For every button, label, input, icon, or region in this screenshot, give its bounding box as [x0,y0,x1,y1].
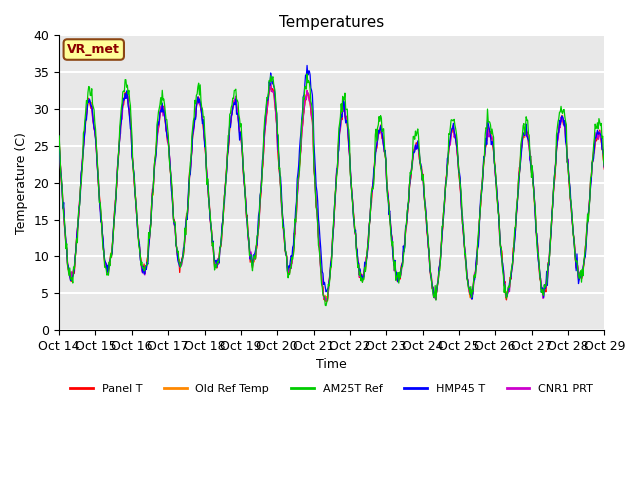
CNR1 PRT [600,164,608,170]
Old Ref Temp [205,202,213,208]
Panel T [600,166,608,172]
CNR1 PRT [322,298,330,303]
HMP45 T [399,260,406,265]
CNR1 PRT [205,203,213,209]
CNR1 PRT [65,271,73,276]
Panel T [322,299,330,304]
Y-axis label: Temperature (C): Temperature (C) [15,132,28,234]
Panel T [415,156,423,162]
Old Ref Temp [399,250,407,255]
Line: AM25T Ref: AM25T Ref [59,74,604,306]
Line: CNR1 PRT: CNR1 PRT [59,85,604,300]
Line: Panel T: Panel T [59,84,604,301]
HMP45 T [121,91,129,96]
AM25T Ref [322,303,330,309]
CNR1 PRT [121,93,129,98]
CNR1 PRT [55,143,63,149]
Title: Temperatures: Temperatures [279,15,385,30]
Panel T [65,268,73,274]
AM25T Ref [55,133,63,139]
Old Ref Temp [267,83,275,88]
Line: HMP45 T: HMP45 T [59,65,604,299]
CNR1 PRT [415,151,423,157]
Line: Old Ref Temp: Old Ref Temp [59,85,604,301]
Old Ref Temp [600,164,608,170]
Panel T [267,81,275,86]
Text: VR_met: VR_met [67,43,120,56]
CNR1 PRT [267,82,275,88]
Panel T [205,199,213,205]
HMP45 T [415,146,422,152]
Old Ref Temp [121,89,129,95]
AM25T Ref [121,77,129,83]
X-axis label: Time: Time [316,359,347,372]
AM25T Ref [177,264,184,270]
AM25T Ref [399,254,407,260]
CNR1 PRT [177,261,184,267]
Legend: Panel T, Old Ref Temp, AM25T Ref, HMP45 T, CNR1 PRT: Panel T, Old Ref Temp, AM25T Ref, HMP45 … [66,379,597,398]
Old Ref Temp [55,138,63,144]
Panel T [121,90,129,96]
HMP45 T [600,164,608,170]
Panel T [399,250,407,255]
Panel T [55,136,63,142]
HMP45 T [177,263,184,269]
Panel T [177,259,184,265]
Old Ref Temp [177,261,184,267]
HMP45 T [205,202,213,207]
HMP45 T [65,267,73,273]
AM25T Ref [303,71,311,77]
HMP45 T [303,62,311,68]
Old Ref Temp [322,298,330,304]
Old Ref Temp [415,152,423,158]
HMP45 T [468,296,476,302]
CNR1 PRT [399,251,407,257]
Old Ref Temp [65,271,73,277]
AM25T Ref [415,147,423,153]
AM25T Ref [65,273,73,278]
HMP45 T [55,141,63,147]
AM25T Ref [600,163,608,169]
AM25T Ref [205,204,213,210]
